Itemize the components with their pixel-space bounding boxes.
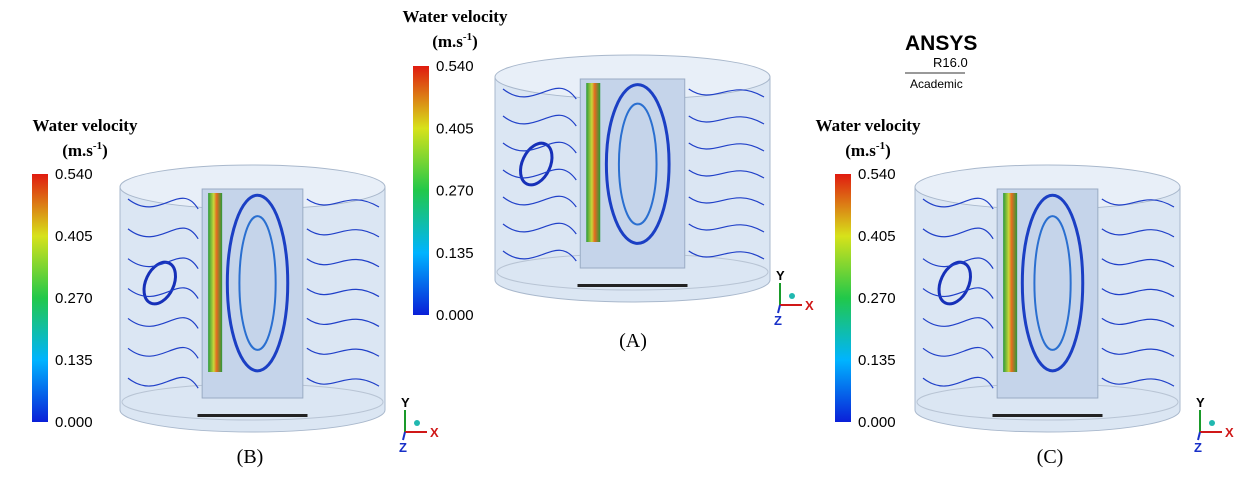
colorbar-tick-label: 0.405 bbox=[858, 228, 896, 245]
axis-origin bbox=[414, 420, 420, 426]
axis-z-label: Z bbox=[399, 440, 407, 455]
logo-name: ANSYS bbox=[905, 32, 977, 55]
colorbar-tick-label: 0.540 bbox=[858, 166, 896, 183]
unit-base: (m.s bbox=[845, 141, 876, 160]
tank bbox=[120, 165, 385, 432]
axis-y-label: Y bbox=[401, 395, 410, 410]
panel: Water velocity (m.s-1) 0.540 0.405 0.270 0.13… bbox=[32, 116, 439, 468]
unit-exp: -1 bbox=[876, 140, 885, 152]
axis-origin bbox=[789, 293, 795, 299]
legend-unit: (m.s-1) bbox=[432, 31, 478, 51]
colorbar bbox=[413, 66, 429, 315]
unit-close: ) bbox=[102, 141, 108, 160]
axis-z-label: Z bbox=[774, 313, 782, 328]
axis-z bbox=[778, 305, 780, 313]
legend-title: Water velocity bbox=[33, 116, 138, 135]
axis-x-label: X bbox=[1225, 425, 1234, 440]
colorbar-tick-label: 0.405 bbox=[55, 228, 93, 245]
riser bbox=[208, 193, 222, 372]
colorbar-tick-label: 0.540 bbox=[436, 58, 474, 75]
legend-unit: (m.s-1) bbox=[845, 140, 891, 160]
legend-title: Water velocity bbox=[403, 7, 508, 26]
colorbar-tick-label: 0.000 bbox=[55, 414, 93, 431]
legend-unit: (m.s-1) bbox=[62, 140, 108, 160]
colorbar-tick-label: 0.000 bbox=[858, 414, 896, 431]
panel: Water velocity (m.s-1) 0.540 0.405 0.270 0.13… bbox=[816, 116, 1234, 468]
colorbar-tick-label: 0.270 bbox=[55, 290, 93, 307]
riser bbox=[586, 83, 600, 242]
riser bbox=[1003, 193, 1017, 372]
colorbar-tick-label: 0.135 bbox=[55, 352, 93, 369]
figure: ANSYS R16.0 Academic Water velocity(m.s-… bbox=[0, 0, 1249, 488]
unit-close: ) bbox=[472, 32, 478, 51]
axis-y-label: Y bbox=[776, 268, 785, 283]
tank bbox=[495, 55, 770, 302]
unit-exp: -1 bbox=[93, 140, 102, 152]
unit-base: (m.s bbox=[62, 141, 93, 160]
scale-bar bbox=[198, 414, 308, 417]
axis-y-label: Y bbox=[1196, 395, 1205, 410]
axis-z-label: Z bbox=[1194, 440, 1202, 455]
colorbar bbox=[835, 174, 851, 422]
colorbar-tick-label: 0.405 bbox=[436, 120, 474, 137]
legend-title: Water velocity bbox=[816, 116, 921, 135]
unit-base: (m.s bbox=[432, 32, 463, 51]
panel-label: (B) bbox=[237, 446, 264, 468]
scale-bar bbox=[993, 414, 1103, 417]
colorbar-tick-label: 0.000 bbox=[436, 307, 474, 324]
ansys-logo: ANSYS R16.0 Academic bbox=[905, 32, 977, 91]
panel-label: (C) bbox=[1037, 446, 1064, 468]
colorbar-tick-label: 0.135 bbox=[858, 352, 896, 369]
unit-exp: -1 bbox=[463, 31, 472, 43]
logo-version: R16.0 bbox=[933, 55, 968, 70]
scale-bar bbox=[578, 284, 688, 287]
colorbar-tick-label: 0.135 bbox=[436, 245, 474, 262]
colorbar-tick-label: 0.540 bbox=[55, 166, 93, 183]
axis-x-label: X bbox=[430, 425, 439, 440]
colorbar bbox=[32, 174, 48, 422]
logo-edition: Academic bbox=[910, 77, 963, 91]
panel-label: (A) bbox=[619, 330, 647, 352]
tank bbox=[915, 165, 1180, 432]
axis-x-label: X bbox=[805, 298, 814, 313]
unit-close: ) bbox=[885, 141, 891, 160]
axis-z bbox=[1198, 432, 1200, 440]
colorbar-tick-label: 0.270 bbox=[436, 183, 474, 200]
axis-z bbox=[403, 432, 405, 440]
axis-origin bbox=[1209, 420, 1215, 426]
panel: Water velocity (m.s-1) 0.540 0.405 0.270 0.13… bbox=[403, 7, 814, 352]
colorbar-tick-label: 0.270 bbox=[858, 290, 896, 307]
